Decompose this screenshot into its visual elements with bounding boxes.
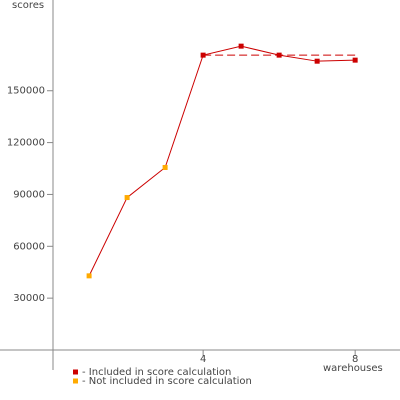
x-tick-label: 4 — [200, 354, 206, 365]
point — [352, 57, 358, 63]
y-tick-label: 60000 — [13, 241, 45, 252]
y-tick-label: 150000 — [7, 86, 45, 97]
point — [162, 164, 168, 170]
point — [238, 43, 244, 49]
x-tick-label: 8 — [352, 354, 358, 365]
point — [200, 52, 206, 58]
legend-label: - Included in score calculation — [82, 367, 231, 378]
y-tick-label: 120000 — [7, 138, 45, 149]
point — [124, 195, 130, 201]
point — [276, 52, 282, 58]
legend-label: - Not included in score calculation — [82, 376, 252, 387]
point — [314, 58, 320, 64]
point — [86, 273, 92, 279]
series-line — [88, 45, 356, 277]
x-axis-label: warehouses — [323, 363, 383, 374]
legend-swatch — [73, 369, 78, 375]
legend-swatch — [73, 378, 78, 384]
y-tick-label: 90000 — [13, 189, 45, 200]
y-axis-label: scores — [12, 0, 44, 11]
y-tick-label: 30000 — [13, 293, 45, 304]
